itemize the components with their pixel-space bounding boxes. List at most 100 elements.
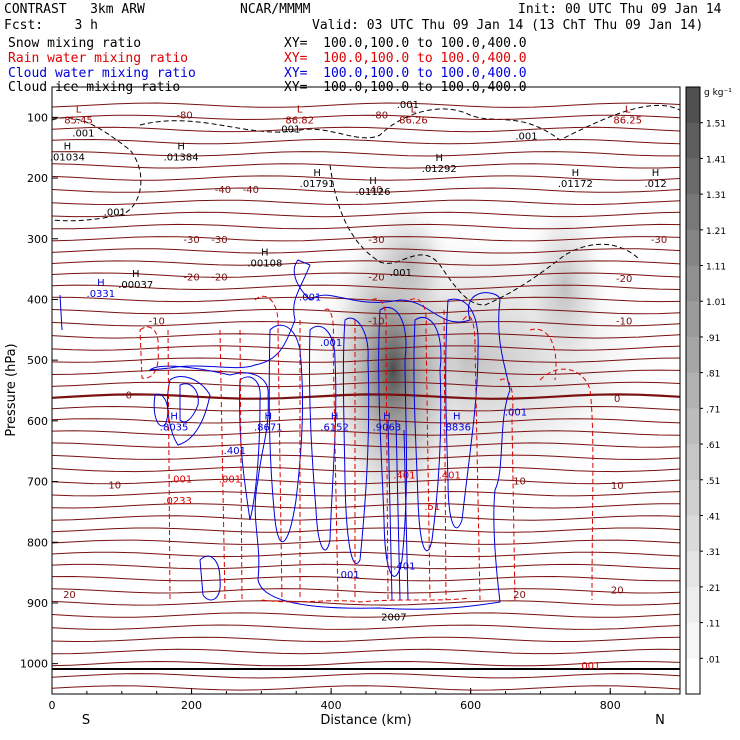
isotherm-line [52,454,680,461]
organization-label: NCAR/MMMM [240,2,311,17]
y-tick-label: 1000 [20,658,48,671]
isotherm-line [52,563,680,570]
extremum-mark: H.9063 [373,412,402,434]
contour-label: .51 [424,502,440,513]
contour-labels: .001 .001 .001 .001 .001 .001 .001 .001 .001 .001… [72,100,600,672]
isotherm-label: -40 [243,185,259,196]
forecast-hour: Fcst: 3 h [4,18,98,33]
contour-label: .001 [578,661,600,672]
extremum-value: .012 [644,179,666,190]
colorbar-unit: g kg⁻¹ [704,88,732,98]
colorbar-swatch [686,479,700,516]
contour-label: .001 [515,132,537,143]
extremum-symbol: H [261,248,269,259]
contour-label: .001 [170,475,192,486]
colorbar-swatch [686,444,700,481]
isotherm-label: -10 [148,317,164,328]
isotherm-label: -30 [368,235,384,246]
isotherm-line [52,357,680,363]
contour-label: .001 [219,475,241,486]
extremum-symbol: H [383,412,391,423]
colorbar-level: .51 [706,477,720,487]
contour-label: .001 [320,338,342,349]
extremum-symbol: H [97,278,105,289]
colorbar-swatch [686,658,700,695]
isotherm-label: -20 [211,272,227,283]
contour-label: .401 [393,470,415,481]
colorbar-swatch [686,194,700,231]
colorbar-level: .61 [706,441,720,451]
isotherm-line [52,648,680,655]
isotherm-line [52,503,680,509]
x-axis-label: Distance (km) [320,713,411,728]
colorbar-swatch [686,372,700,409]
extremum-mark: H.8836 [442,412,471,434]
contour-label: .001 [104,207,126,218]
legend-cloudwater-label: Cloud water mixing ratio [8,66,196,81]
colorbar-level: 1.21 [706,227,726,237]
extremum-symbol: H [369,176,377,187]
isotherm-line [52,600,680,606]
colorbar-swatch [686,158,700,195]
colorbar-level: .31 [706,548,720,558]
extremum-mark: H.012 [644,168,666,190]
extremum-mark: H.00037 [118,269,153,291]
isotherm-label: -30 [211,235,227,246]
isotherm-label: 20 [63,590,76,601]
extremum-value: .6152 [320,423,349,434]
isotherm-line [52,296,680,303]
x-tick-label: 0 [49,699,56,712]
isotherm-line [52,236,680,242]
y-tick-label: 900 [27,597,48,610]
extremum-value: .8836 [442,423,471,434]
contour-label: .0233 [163,496,192,507]
extremum-value: .01034 [50,153,85,164]
isotherm-line [52,223,680,230]
colorbar-level: .81 [706,370,720,380]
isotherm-line [52,320,680,327]
colorbar-level: .11 [706,620,720,630]
rain-water-contours [139,295,594,603]
x-tick-label: 200 [181,699,202,712]
colorbar-level: .91 [706,334,720,344]
extremum-symbol: L [76,104,82,115]
isotherm-line [52,199,680,206]
extremum-symbol: H [265,412,273,423]
isotherm-label: 0 [614,394,620,405]
isotherm-label: -10 [368,317,384,328]
extremum-value: .01384 [164,153,199,164]
colorbar-swatch [686,515,700,552]
extremum-mark: L86.26 [399,104,428,126]
colorbar-level: .71 [706,405,720,415]
isotherm-line [52,685,680,691]
legend-rain-xy: XY= 100.0,100.0 to 100.0,400.0 [284,51,527,66]
isotherm-line [52,405,680,412]
contour-label: 2007 [381,612,406,623]
isotherm-line [52,466,680,473]
extremum-mark: H.8671 [254,412,283,434]
isotherm-line [52,308,680,315]
isotherm-line [52,163,680,169]
extremum-value: 86.25 [613,115,642,126]
legend-snow-label: Snow mixing ratio [8,36,142,51]
colorbar-level: 1.01 [706,298,726,308]
isotherm-label: 20 [611,586,624,597]
isotherm-line [52,636,680,643]
isotherm-line [52,260,680,266]
extremum-symbol: H [313,168,321,179]
extremum-mark: H.01034 [50,142,85,164]
isotherm-line [52,175,680,181]
isotherm-line [52,126,680,133]
contour-label: .001 [390,268,412,279]
colorbar-level: .01 [706,655,720,665]
extremum-symbol: H [436,153,444,164]
extremum-value: .8671 [254,423,283,434]
contour-label: .001 [337,570,359,581]
extremum-value: .0331 [87,289,116,300]
isotherm-label: -30 [183,235,199,246]
extremum-mark: L86.82 [285,104,314,126]
isotherm-line [52,490,680,497]
isotherm-line [52,539,680,545]
extremum-value: 86.26 [399,115,428,126]
isotherm-label: 10 [108,481,121,492]
